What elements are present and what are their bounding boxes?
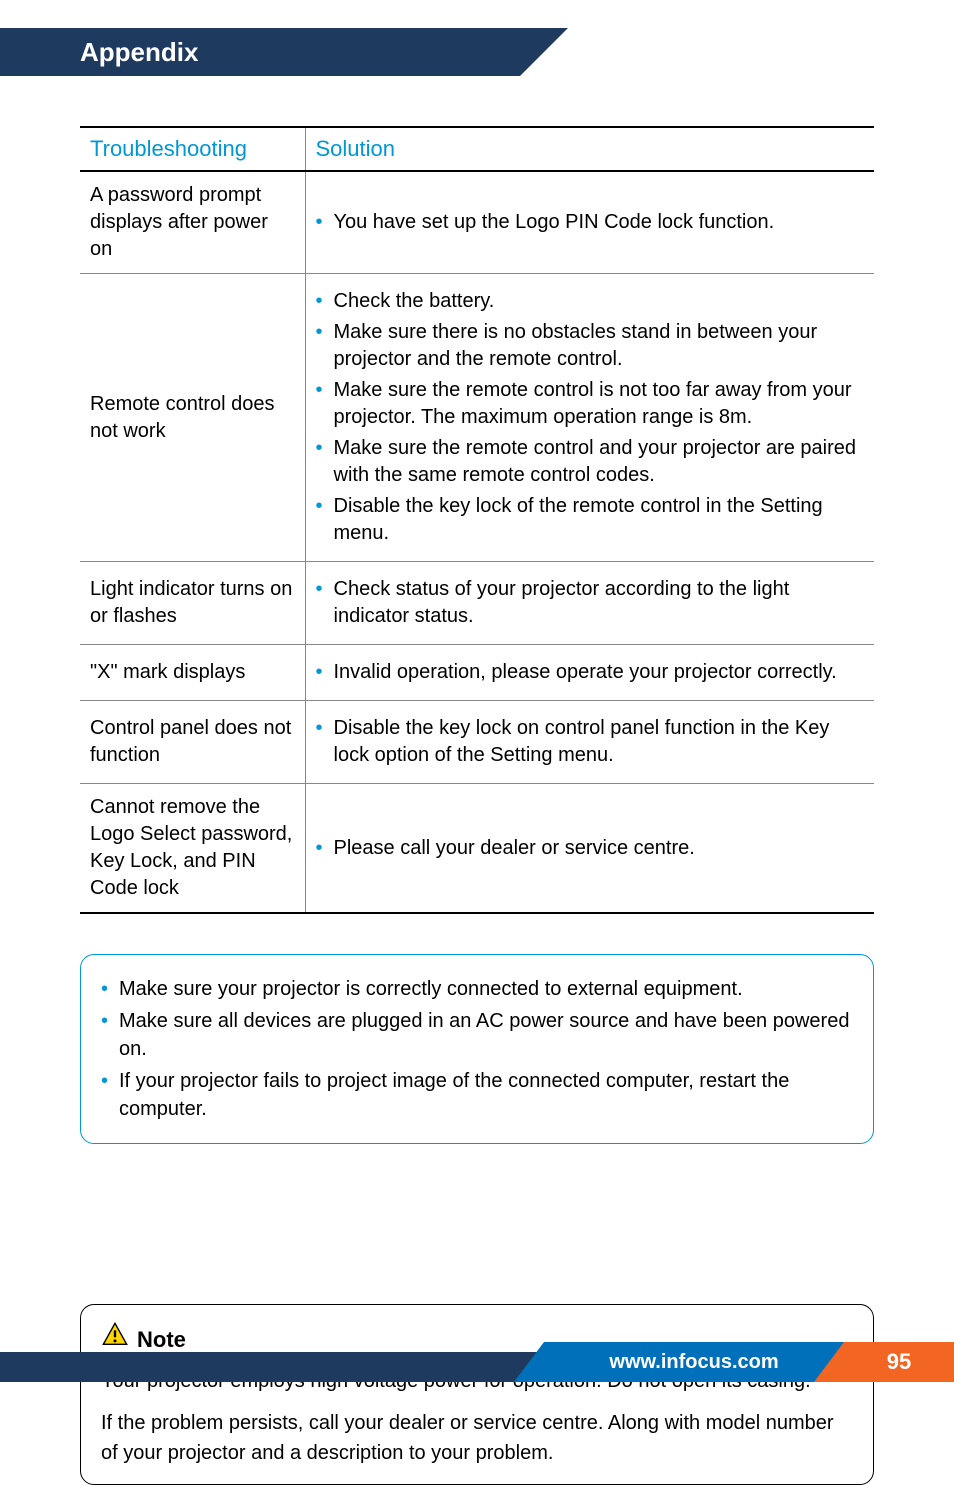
solution-item: You have set up the Logo PIN Code lock f… (316, 209, 865, 236)
solution-cell: Check status of your projector according… (305, 562, 874, 645)
troubleshooting-table: Troubleshooting Solution A password prom… (80, 126, 874, 914)
table-header-troubleshooting: Troubleshooting (80, 127, 305, 171)
solution-item: Check the battery. (316, 288, 865, 315)
info-box: Make sure your projector is correctly co… (80, 954, 874, 1144)
note-box: Note Your projector employs high voltage… (80, 1304, 874, 1485)
table-row: "X" mark displays Invalid operation, ple… (80, 645, 874, 701)
solution-item: Make sure the remote control and your pr… (316, 435, 865, 489)
table-header-solution: Solution (305, 127, 874, 171)
problem-cell: Control panel does not function (80, 701, 305, 784)
problem-cell: "X" mark displays (80, 645, 305, 701)
problem-cell: Remote control does not work (80, 274, 305, 562)
solution-cell: Disable the key lock on control panel fu… (305, 701, 874, 784)
info-item: If your projector fails to project image… (101, 1067, 853, 1123)
solution-cell: Please call your dealer or service centr… (305, 784, 874, 914)
note-line: If the problem persists, call your deale… (101, 1408, 853, 1468)
solution-cell: You have set up the Logo PIN Code lock f… (305, 171, 874, 274)
page-footer: www.infocus.com 95 (0, 1342, 954, 1382)
solution-item: Disable the key lock of the remote contr… (316, 493, 865, 547)
page-number-text: 95 (887, 1349, 911, 1375)
problem-cell: Cannot remove the Logo Select password, … (80, 784, 305, 914)
solution-cell: Invalid operation, please operate your p… (305, 645, 874, 701)
problem-cell: Light indicator turns on or flashes (80, 562, 305, 645)
solution-item: Make sure there is no obstacles stand in… (316, 319, 865, 373)
footer-page-number: 95 (844, 1342, 954, 1382)
page-header-ribbon: Appendix (0, 28, 520, 76)
info-item: Make sure all devices are plugged in an … (101, 1007, 853, 1063)
table-row: Control panel does not function Disable … (80, 701, 874, 784)
table-row: Remote control does not work Check the b… (80, 274, 874, 562)
solution-item: Please call your dealer or service centr… (316, 835, 865, 862)
info-item: Make sure your projector is correctly co… (101, 975, 853, 1003)
footer-url: www.infocus.com (544, 1342, 844, 1382)
solution-item: Invalid operation, please operate your p… (316, 659, 865, 686)
solution-item: Disable the key lock on control panel fu… (316, 715, 865, 769)
solution-item: Check status of your projector according… (316, 576, 865, 630)
page-content: Troubleshooting Solution A password prom… (0, 76, 954, 1485)
problem-cell: A password prompt displays after power o… (80, 171, 305, 274)
solution-item: Make sure the remote control is not too … (316, 377, 865, 431)
table-row: Light indicator turns on or flashes Chec… (80, 562, 874, 645)
page-title: Appendix (80, 37, 198, 68)
table-row: Cannot remove the Logo Select password, … (80, 784, 874, 914)
table-row: A password prompt displays after power o… (80, 171, 874, 274)
solution-cell: Check the battery. Make sure there is no… (305, 274, 874, 562)
